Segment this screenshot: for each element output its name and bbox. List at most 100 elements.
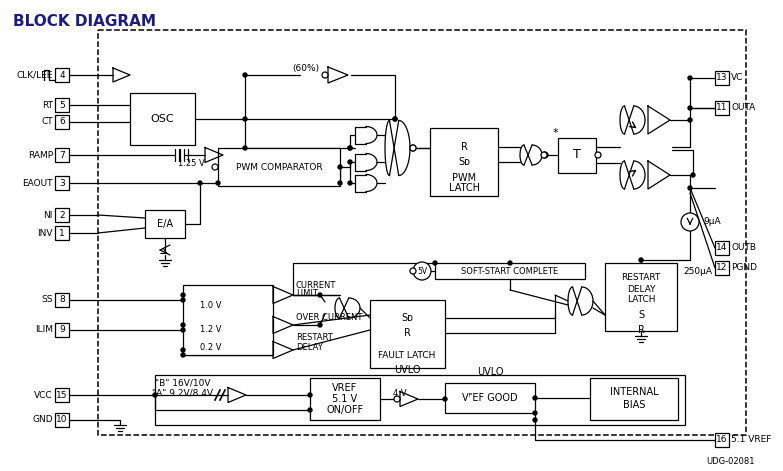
- Text: *: *: [552, 128, 557, 138]
- Circle shape: [338, 165, 342, 169]
- Bar: [183, 285, 273, 355]
- Circle shape: [243, 117, 247, 121]
- Circle shape: [181, 323, 185, 327]
- Text: 2: 2: [60, 211, 65, 219]
- Text: 3: 3: [60, 179, 65, 187]
- Circle shape: [181, 328, 185, 332]
- Circle shape: [348, 160, 352, 164]
- Bar: [310, 378, 380, 420]
- Text: INV: INV: [38, 228, 53, 237]
- Text: GND: GND: [32, 415, 53, 424]
- Text: 4: 4: [60, 71, 65, 80]
- Circle shape: [542, 152, 548, 158]
- Circle shape: [322, 72, 328, 78]
- Bar: [370, 300, 445, 368]
- Text: 10: 10: [56, 415, 68, 424]
- Text: NI: NI: [44, 211, 53, 219]
- Text: VCC: VCC: [34, 390, 53, 399]
- Bar: [130, 93, 195, 145]
- Circle shape: [318, 293, 322, 297]
- Circle shape: [393, 117, 397, 121]
- Circle shape: [181, 298, 185, 302]
- Text: T: T: [573, 148, 581, 162]
- Text: PWM: PWM: [452, 173, 476, 183]
- Circle shape: [181, 348, 185, 352]
- Circle shape: [443, 397, 447, 401]
- Text: EAOUT: EAOUT: [23, 179, 53, 187]
- Circle shape: [595, 152, 601, 158]
- Circle shape: [410, 268, 416, 274]
- Circle shape: [216, 181, 220, 185]
- Text: RT: RT: [42, 100, 53, 109]
- Circle shape: [308, 393, 312, 397]
- Bar: [715, 433, 729, 447]
- Circle shape: [198, 181, 202, 185]
- Circle shape: [338, 181, 342, 185]
- Text: DELAY: DELAY: [296, 342, 323, 351]
- Text: 7: 7: [60, 151, 65, 160]
- Text: 15: 15: [56, 390, 68, 399]
- Text: 14: 14: [716, 244, 727, 252]
- Text: DELAY: DELAY: [626, 284, 655, 293]
- Circle shape: [533, 418, 537, 422]
- Bar: [55, 413, 69, 427]
- Circle shape: [348, 146, 352, 150]
- Circle shape: [410, 145, 416, 151]
- Text: LATCH: LATCH: [449, 183, 479, 193]
- Bar: [98, 30, 746, 435]
- Text: CLK/LEE: CLK/LEE: [16, 71, 53, 80]
- Bar: [715, 71, 729, 85]
- Bar: [55, 68, 69, 82]
- Text: 4 V: 4 V: [393, 389, 406, 398]
- Text: PWM COMPARATOR: PWM COMPARATOR: [236, 162, 323, 171]
- Text: 8: 8: [60, 295, 65, 304]
- Text: CT: CT: [41, 117, 53, 127]
- Text: RESTART: RESTART: [296, 333, 333, 342]
- Text: VC: VC: [731, 73, 743, 82]
- Bar: [218, 148, 340, 186]
- Text: BIAS: BIAS: [622, 400, 645, 410]
- Bar: [145, 210, 185, 238]
- Text: 1.0 V: 1.0 V: [200, 300, 222, 309]
- Text: Sᴅ: Sᴅ: [458, 157, 470, 167]
- Text: LIMIT: LIMIT: [296, 290, 318, 299]
- Text: 5.1 VREF: 5.1 VREF: [731, 436, 771, 445]
- Bar: [715, 261, 729, 275]
- Text: 1.2 V: 1.2 V: [200, 325, 222, 334]
- Bar: [55, 323, 69, 337]
- Bar: [55, 226, 69, 240]
- Circle shape: [691, 173, 695, 177]
- Text: 6: 6: [60, 117, 65, 127]
- Text: UVLO: UVLO: [477, 367, 503, 377]
- Bar: [605, 263, 677, 331]
- Circle shape: [533, 411, 537, 415]
- Circle shape: [681, 213, 699, 231]
- Circle shape: [348, 181, 352, 185]
- Bar: [715, 241, 729, 255]
- Text: SS: SS: [41, 295, 53, 304]
- Circle shape: [212, 164, 218, 170]
- Bar: [155, 375, 685, 425]
- Bar: [55, 388, 69, 402]
- Circle shape: [688, 76, 692, 80]
- Text: OVER CURRENT: OVER CURRENT: [296, 312, 363, 322]
- Text: RESTART: RESTART: [622, 274, 661, 283]
- Text: OUTB: OUTB: [731, 244, 756, 252]
- Text: 16: 16: [716, 436, 727, 445]
- Text: FAULT LATCH: FAULT LATCH: [378, 350, 435, 359]
- Circle shape: [541, 152, 547, 158]
- Circle shape: [393, 117, 397, 121]
- Bar: [55, 148, 69, 162]
- Text: CURRENT: CURRENT: [296, 282, 337, 291]
- Circle shape: [508, 261, 512, 265]
- Text: R: R: [637, 325, 644, 335]
- Circle shape: [688, 118, 692, 122]
- Text: 250μA: 250μA: [683, 267, 712, 276]
- Text: "B" 16V/10V: "B" 16V/10V: [155, 379, 211, 388]
- Text: SOFT-START COMPLETE: SOFT-START COMPLETE: [461, 267, 558, 276]
- Text: PGND: PGND: [731, 263, 757, 273]
- Text: OUTA: OUTA: [731, 104, 756, 113]
- Circle shape: [688, 106, 692, 110]
- Text: 5V: 5V: [417, 267, 427, 276]
- Text: R: R: [460, 142, 467, 152]
